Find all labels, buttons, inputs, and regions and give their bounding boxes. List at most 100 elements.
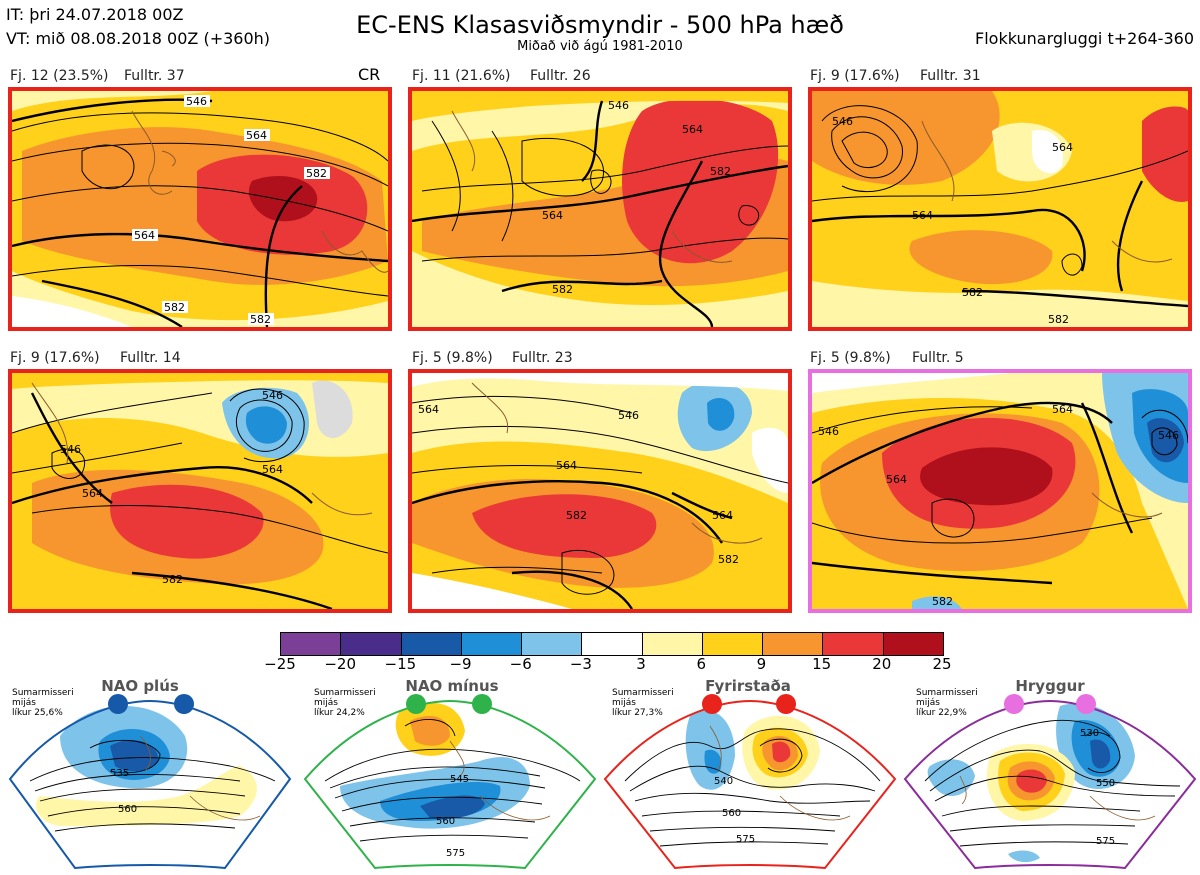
regime-title-nao-minus: NAO mínus xyxy=(405,677,499,695)
panel-4-label: Fj. 9 (17.6%) xyxy=(10,350,100,366)
colorbar-segment xyxy=(702,633,764,655)
contour-label: 545 xyxy=(450,774,469,785)
contour-label: 582 xyxy=(566,509,587,522)
regime-dot-ridge xyxy=(1076,694,1096,714)
colorbar-segment xyxy=(582,633,643,655)
colorbar-segment xyxy=(341,633,402,655)
contour-label: 564 xyxy=(134,229,155,242)
regime-dot-ridge xyxy=(1004,694,1024,714)
contour-label: 564 xyxy=(262,463,283,476)
panel-6-label: Fj. 5 (9.8%) xyxy=(810,350,891,366)
contour-label: 546 xyxy=(1158,429,1179,442)
contour-label: 560 xyxy=(436,816,455,827)
regime-nao-plus: 535 560 xyxy=(0,676,300,871)
colorbar-tick-label: −6 xyxy=(509,655,532,673)
contour-label: 530 xyxy=(1080,728,1099,739)
regime-note-blocking: Sumarmisseri mijás líkur 27,3% xyxy=(612,688,674,718)
contour-label: 564 xyxy=(712,509,733,522)
colorbar-tick-label: 6 xyxy=(696,655,707,673)
colorbar-segment xyxy=(401,633,462,655)
contour-label: 546 xyxy=(608,99,629,112)
regime-dot-nao-minus xyxy=(406,694,426,714)
cluster-map-6: 546 564 546 564 582 582 xyxy=(808,369,1192,613)
contour-label: 564 xyxy=(542,209,563,222)
colorbar-tick-label: −15 xyxy=(384,655,417,673)
regime-nao-minus: 545 560 575 xyxy=(300,676,600,871)
contour-label: 582 xyxy=(162,573,183,586)
colorbar-segment xyxy=(823,633,884,655)
regime-note-ridge: Sumarmisseri mijás líkur 22,9% xyxy=(916,688,978,718)
regime-blocking: 540 560 575 xyxy=(600,676,900,871)
contour-label: 575 xyxy=(446,848,465,859)
colorbar-tick-label: −25 xyxy=(264,655,296,673)
contour-label: 546 xyxy=(832,115,853,128)
contour-label: 575 xyxy=(1096,836,1115,847)
regime-dot-nao-plus xyxy=(108,694,128,714)
panel-5-members: Fulltr. 23 xyxy=(512,350,573,366)
contour-label: 546 xyxy=(618,409,639,422)
regime-dot-nao-plus xyxy=(174,694,194,714)
regime-ridge: 530 550 575 xyxy=(900,676,1200,871)
contour-label: 550 xyxy=(1096,778,1115,789)
contour-label: 564 xyxy=(912,209,933,222)
colorbar-tick-label: −20 xyxy=(324,655,356,673)
contour-label: 582 xyxy=(710,165,731,178)
page-subtitle: Miðað við ágú 1981-2010 xyxy=(517,39,683,54)
valid-time: VT: mið 08.08.2018 00Z (+360h) xyxy=(6,29,271,48)
panel-5-label: Fj. 5 (9.8%) xyxy=(412,350,493,366)
contour-label: 582 xyxy=(718,553,739,566)
panel-4-members: Fulltr. 14 xyxy=(120,350,181,366)
regime-note-nao-minus: Sumarmisseri mijás líkur 24,2% xyxy=(314,688,376,718)
colorbar-segment xyxy=(281,633,342,655)
cluster-map-2: 564 546 564 582 582 xyxy=(408,87,792,331)
regime-dot-nao-minus xyxy=(472,694,492,714)
contour-label: 575 xyxy=(736,834,755,845)
panel-1-members: Fulltr. 37 xyxy=(124,68,185,84)
page-title: EC-ENS Klasasviðsmyndir - 500 hPa hæð xyxy=(356,11,844,39)
contour-label: 582 xyxy=(164,301,185,314)
contour-label: 560 xyxy=(118,804,137,815)
contour-label: 564 xyxy=(246,129,267,142)
colorbar-tick-label: −3 xyxy=(569,655,592,673)
regime-note-nao-plus: Sumarmisseri mijás líkur 25,6% xyxy=(12,688,74,718)
contour-label: 546 xyxy=(818,425,839,438)
colorbar-tick-label: 20 xyxy=(872,655,892,673)
regime-dot-blocking xyxy=(776,694,796,714)
contour-label: 560 xyxy=(722,808,741,819)
cluster-map-5: 564 546 564 564 582 582 xyxy=(408,369,792,613)
contour-label: 582 xyxy=(1132,607,1153,609)
classification-window: Flokkunargluggi t+264-360 xyxy=(975,29,1194,48)
colorbar-segment xyxy=(883,633,943,655)
panel-3-members: Fulltr. 31 xyxy=(920,68,981,84)
contour-label: 582 xyxy=(552,283,573,296)
regime-dot-blocking xyxy=(702,694,722,714)
contour-label: 564 xyxy=(1052,141,1073,154)
colorbar-segment xyxy=(461,633,523,655)
contour-label: 546 xyxy=(186,95,207,108)
colorbar-segment xyxy=(522,633,583,655)
colorbar-tick-label: 9 xyxy=(756,655,767,673)
cluster-map-3: 546 564 564 582 582 xyxy=(808,87,1192,331)
cluster-map-1: 546 564 564 582 582 582 xyxy=(8,87,392,331)
colorbar-ticks: −25 −20 −15 −9 −6 −3 3 6 9 15 20 25 xyxy=(264,655,951,674)
cluster-map-4: 546 546 564 564 582 xyxy=(8,369,392,613)
contour-label: 564 xyxy=(82,487,103,500)
contour-label: 582 xyxy=(306,167,327,180)
colorbar xyxy=(280,632,944,656)
contour-label: 564 xyxy=(1052,403,1073,416)
colorbar-tick-label: 25 xyxy=(932,655,952,673)
contour-label: 582 xyxy=(962,286,983,299)
initial-time: IT: þri 24.07.2018 00Z xyxy=(6,5,184,24)
contour-label: 540 xyxy=(714,776,733,787)
contour-label: 582 xyxy=(932,595,953,608)
contour-label: 564 xyxy=(682,123,703,136)
contour-label: 535 xyxy=(110,768,129,779)
colorbar-tick-label: 15 xyxy=(812,655,832,673)
panel-1-label: Fj. 12 (23.5%) xyxy=(10,68,109,84)
contour-label: 582 xyxy=(1048,313,1069,326)
regime-title-ridge: Hryggur xyxy=(1015,677,1085,695)
regime-title-nao-plus: NAO plús xyxy=(101,677,179,695)
contour-label: 546 xyxy=(262,389,283,402)
panel-2-members: Fulltr. 26 xyxy=(530,68,591,84)
panel-3-label: Fj. 9 (17.6%) xyxy=(810,68,900,84)
